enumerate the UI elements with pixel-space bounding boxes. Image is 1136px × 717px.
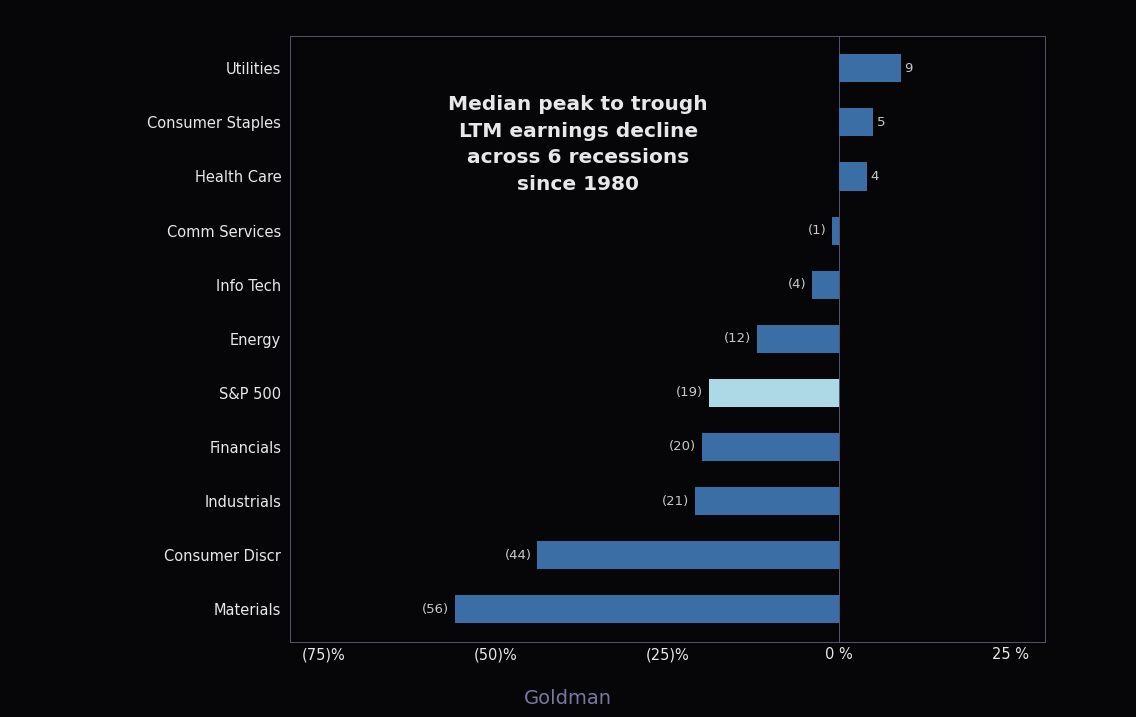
Bar (840, 54, 901, 82)
Bar (757, 325, 840, 353)
Text: (44): (44) (504, 549, 532, 561)
Bar (811, 270, 840, 299)
Bar (702, 433, 840, 461)
Bar (840, 108, 874, 136)
Text: 9: 9 (904, 62, 912, 75)
Text: (1): (1) (808, 224, 827, 237)
Text: 5: 5 (877, 116, 885, 129)
Bar (695, 487, 840, 515)
Bar (709, 379, 840, 407)
Bar (840, 163, 867, 191)
Bar (833, 217, 840, 244)
Text: Goldman: Goldman (524, 690, 612, 708)
Text: (56): (56) (421, 603, 449, 616)
Text: (12): (12) (724, 332, 751, 346)
Text: 4: 4 (870, 170, 878, 183)
Text: Median peak to trough
LTM earnings decline
across 6 recessions
since 1980: Median peak to trough LTM earnings decli… (449, 95, 708, 194)
Text: (20): (20) (669, 440, 696, 453)
Text: (19): (19) (676, 386, 703, 399)
Text: (21): (21) (662, 495, 690, 508)
Bar (454, 595, 840, 623)
Bar (537, 541, 840, 569)
Text: (4): (4) (787, 278, 807, 291)
